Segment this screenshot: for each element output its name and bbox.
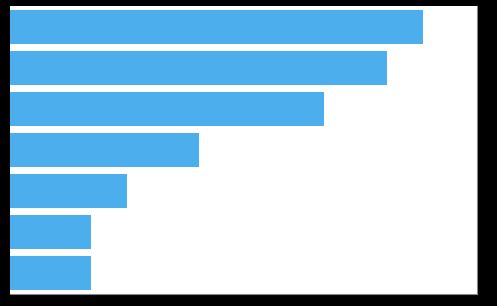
- Bar: [10, 133, 199, 167]
- Bar: [10, 215, 91, 249]
- Bar: [10, 174, 127, 208]
- Bar: [10, 92, 325, 126]
- Bar: [10, 51, 387, 84]
- Bar: [10, 10, 423, 43]
- Bar: [10, 256, 91, 290]
